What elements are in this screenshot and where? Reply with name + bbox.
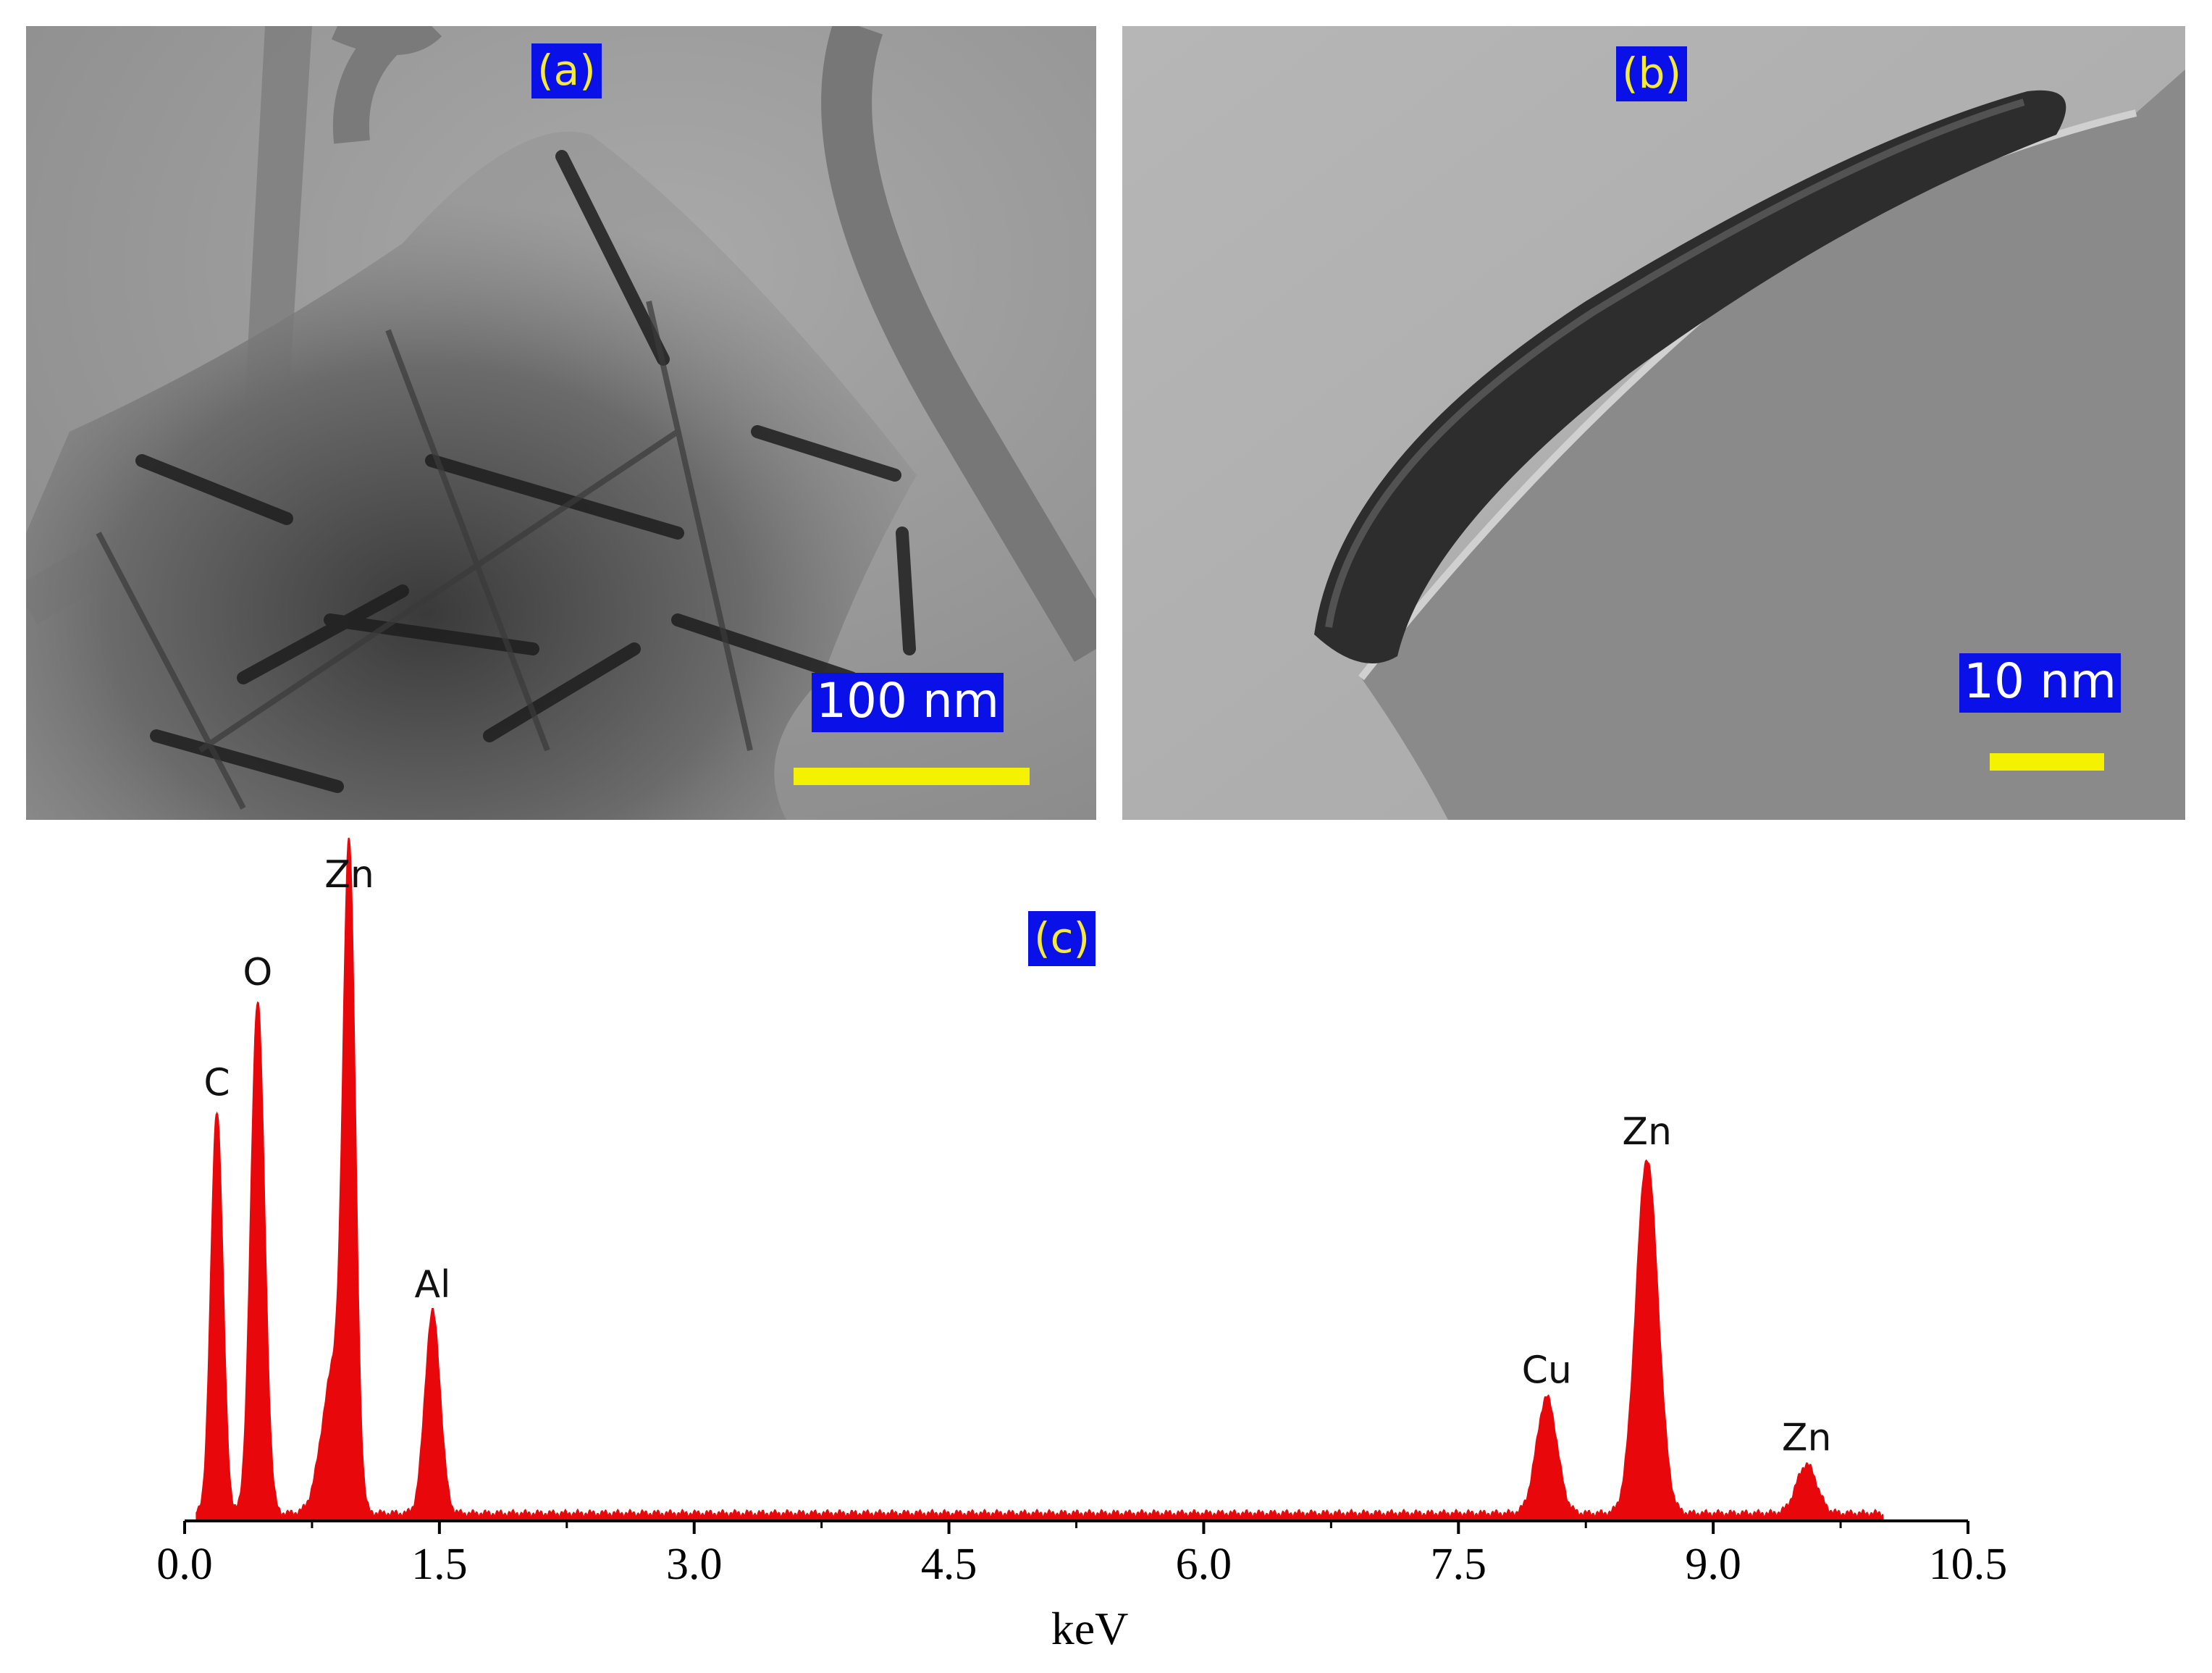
peak-labels: C O Zn Al Cu Zn Zn	[203, 853, 1831, 1459]
x-axis	[183, 1519, 1969, 1534]
x-tick-label: 9.0	[1685, 1540, 1741, 1589]
x-tick-label: 10.5	[1929, 1540, 2008, 1589]
x-tick-label: 1.5	[411, 1540, 468, 1589]
scale-bar-text-a: 100 nm	[812, 673, 1004, 732]
tem-image-a: (a) 100 nm	[26, 26, 1096, 820]
x-tick-labels: 0.0 1.5 3.0 4.5 6.0 7.5 9.0 10.5	[156, 1540, 2007, 1589]
x-tick-label: 4.5	[921, 1540, 977, 1589]
peak-label: Cu	[1522, 1349, 1572, 1392]
tem-micrograph-a	[26, 26, 1096, 820]
scale-bar-a	[794, 768, 1030, 785]
panel-label-c: (c)	[1028, 911, 1096, 966]
x-tick-label: 7.5	[1431, 1540, 1487, 1589]
x-tick-label: 0.0	[156, 1540, 213, 1589]
peak-label: Al	[414, 1263, 450, 1307]
scale-bar-b	[1990, 753, 2104, 771]
x-tick-label: 3.0	[666, 1540, 723, 1589]
peak-label: Zn	[1782, 1416, 1832, 1459]
x-tick-label: 6.0	[1176, 1540, 1232, 1589]
tem-image-b: (b) 10 nm	[1122, 26, 2185, 820]
x-axis-label: keV	[1051, 1603, 1129, 1654]
spectrum-series	[195, 837, 1884, 1522]
peak-label: C	[203, 1061, 230, 1104]
panel-label-a: (a)	[531, 43, 602, 98]
panel-label-b: (b)	[1616, 46, 1688, 101]
eds-spectrum-chart: 0.0 1.5 3.0 4.5 6.0 7.5 9.0 10.5 C O Zn Al Cu Zn Zn k…	[156, 837, 2007, 1654]
peak-label: O	[243, 951, 272, 994]
plot-area	[195, 837, 1884, 1522]
peak-label: Zn	[324, 853, 374, 897]
peak-label: Zn	[1622, 1110, 1672, 1154]
scale-bar-text-b: 10 nm	[1959, 653, 2121, 713]
